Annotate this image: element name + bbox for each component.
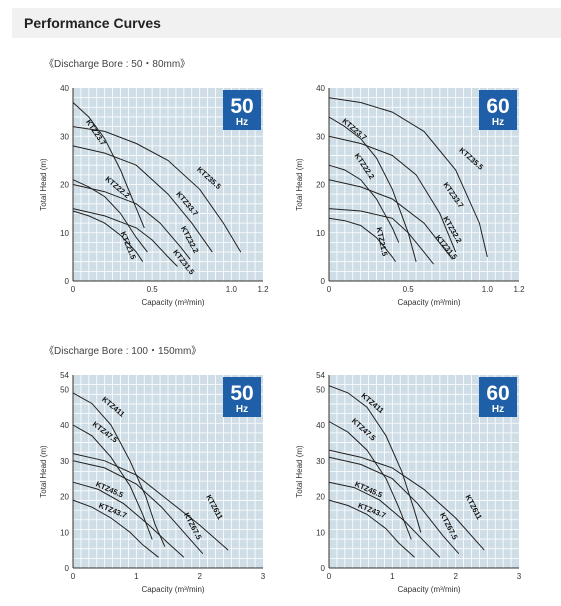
page-title: Performance Curves — [24, 15, 161, 31]
y-tick-label: 40 — [316, 421, 325, 430]
x-tick-label: 2 — [453, 572, 458, 581]
badge-unit: Hz — [492, 117, 504, 128]
y-tick-label: 10 — [60, 229, 69, 238]
curve-ktz32-2 — [72, 184, 191, 260]
badge-frequency: 50 — [230, 95, 253, 118]
y-tick-label: 30 — [60, 457, 69, 466]
discharge-bore-label-large: 《Discharge Bore : 100・150mm》 — [44, 346, 202, 357]
x-tick-label: 1 — [134, 572, 139, 581]
curve-ktz67-5 — [328, 456, 460, 555]
curve-ktz22-2 — [72, 179, 148, 253]
y-tick-label: 0 — [65, 564, 70, 573]
y-tick-label: 40 — [60, 421, 69, 430]
curve-ktz611 — [72, 453, 229, 551]
y-tick-label: 50 — [60, 385, 69, 394]
badge-unit: Hz — [236, 117, 248, 128]
y-tick-label: 30 — [316, 457, 325, 466]
y-tick-label: 20 — [316, 493, 325, 502]
y-axis-label: Total Head (m) — [39, 445, 48, 498]
curve-ktz47-5 — [72, 424, 153, 540]
y-tick-label: 10 — [316, 229, 325, 238]
x-axis-label: Capacity (m³/min) — [397, 298, 460, 307]
curve-ktz33-7 — [72, 145, 213, 253]
y-tick-label: 0 — [321, 564, 326, 573]
y-tick-label: 54 — [60, 371, 69, 380]
curve-ktz45-5 — [72, 481, 185, 558]
y-tick-label: 30 — [316, 132, 325, 141]
x-tick-label: 1.2 — [513, 285, 525, 294]
x-tick-label: 1.0 — [226, 285, 238, 294]
curve-ktz33-7 — [328, 135, 457, 253]
curve-ktz611 — [328, 449, 485, 551]
x-tick-label: 2 — [197, 572, 202, 581]
curve-ktz35-5 — [72, 126, 242, 253]
x-tick-label: 0 — [327, 285, 332, 294]
x-tick-label: 1.0 — [482, 285, 494, 294]
curve-ktz31-5 — [72, 208, 178, 267]
x-tick-label: 0 — [71, 285, 76, 294]
curve-ktz21-5 — [328, 217, 396, 262]
curve-ktz411 — [72, 392, 166, 547]
x-tick-label: 3 — [517, 572, 522, 581]
x-tick-label: 0 — [327, 572, 332, 581]
badge-frequency: 50 — [230, 382, 253, 405]
x-axis-label: Capacity (m³/min) — [141, 585, 204, 594]
x-axis-label: Capacity (m³/min) — [397, 585, 460, 594]
y-tick-label: 30 — [60, 132, 69, 141]
x-tick-label: 3 — [261, 572, 266, 581]
y-tick-label: 10 — [60, 528, 69, 537]
x-tick-label: 0.5 — [147, 285, 159, 294]
y-tick-label: 20 — [316, 181, 325, 190]
y-axis-label: Total Head (m) — [39, 158, 48, 211]
x-tick-label: 1.2 — [257, 285, 269, 294]
y-tick-label: 54 — [316, 371, 325, 380]
badge-unit: Hz — [492, 404, 504, 415]
badge-unit: Hz — [236, 404, 248, 415]
curve-ktz32-2 — [328, 179, 453, 260]
curve-ktz43-7 — [72, 499, 159, 558]
y-tick-label: 20 — [60, 181, 69, 190]
y-tick-label: 20 — [60, 493, 69, 502]
curve-ktz23-7 — [72, 102, 145, 229]
badge-frequency: 60 — [486, 95, 509, 118]
y-tick-label: 10 — [316, 528, 325, 537]
y-tick-label: 40 — [316, 84, 325, 93]
chart-50hz-small-bore: 0 0.5 1.0 1.2 0 10 20 30 40 Capacity (m³/min) Tota… — [39, 84, 269, 307]
y-axis-label: Total Head (m) — [295, 445, 304, 498]
x-tick-label: 0 — [71, 572, 76, 581]
curve-ktz45-5 — [328, 481, 441, 558]
y-tick-label: 50 — [316, 385, 325, 394]
curve-ktz35-5 — [328, 97, 488, 258]
curve-ktz67-5 — [72, 460, 204, 555]
x-tick-label: 1 — [390, 572, 395, 581]
curve-ktz411 — [328, 385, 422, 533]
y-tick-label: 0 — [65, 277, 70, 286]
badge-frequency: 60 — [486, 382, 509, 405]
x-tick-label: 0.5 — [403, 285, 415, 294]
y-tick-label: 0 — [321, 277, 326, 286]
curve-ktz31-5 — [328, 208, 434, 265]
curve-ktz47-5 — [328, 421, 412, 540]
chart-60hz-small-bore: 0 0.5 1.0 1.2 0 10 20 30 40 Capacity (m³/min) Tota… — [295, 84, 525, 307]
curve-ktz43-7 — [328, 499, 415, 558]
y-tick-label: 40 — [60, 84, 69, 93]
y-axis-label: Total Head (m) — [295, 158, 304, 211]
discharge-bore-label-small: 《Discharge Bore : 50・80mm》 — [44, 59, 191, 70]
curve-ktz21-5 — [72, 210, 144, 262]
x-axis-label: Capacity (m³/min) — [141, 298, 204, 307]
section-header: Performance Curves — [12, 8, 561, 38]
curve-ktz22-2 — [328, 164, 400, 243]
